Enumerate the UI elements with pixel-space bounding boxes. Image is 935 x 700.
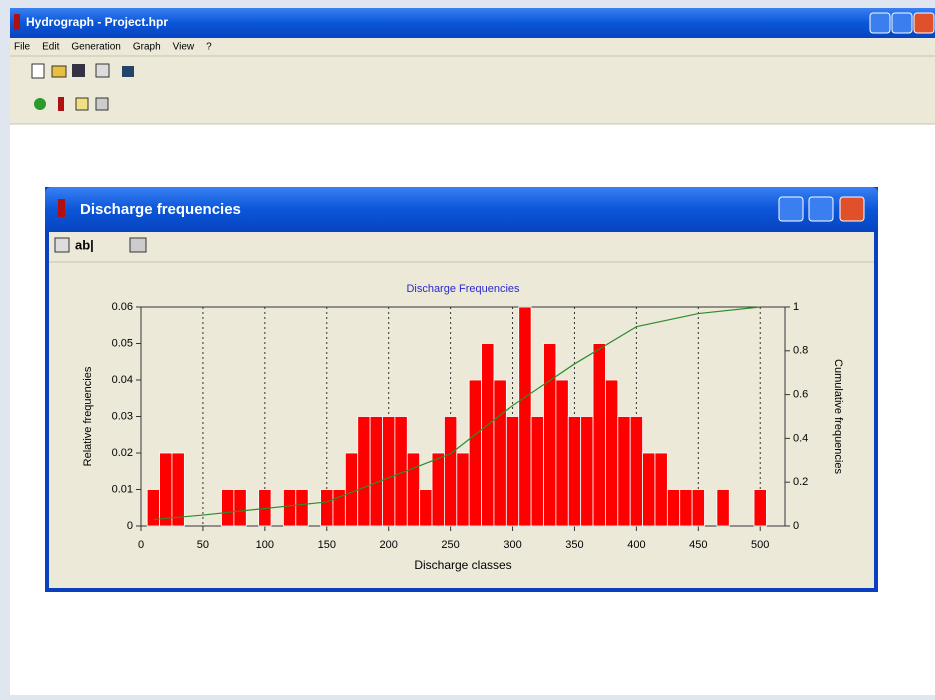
bar xyxy=(234,490,246,527)
x-tick-label: 50 xyxy=(197,539,209,551)
tool-button[interactable] xyxy=(58,97,64,111)
graph-button[interactable] xyxy=(122,66,134,77)
x-tick-label: 500 xyxy=(751,539,769,551)
bar xyxy=(494,380,506,526)
x-axis-label: Discharge classes xyxy=(414,558,511,572)
y-tick-label: 0.03 xyxy=(112,410,133,422)
bar xyxy=(531,417,543,527)
bar xyxy=(692,490,704,527)
bar xyxy=(358,417,370,527)
properties-button[interactable] xyxy=(96,64,109,77)
y2-tick-label: 0.6 xyxy=(793,389,808,401)
bar xyxy=(457,453,469,526)
open-button[interactable] xyxy=(52,66,66,77)
y2-tick-label: 1 xyxy=(793,301,799,313)
y-tick-label: 0.05 xyxy=(112,337,133,349)
bar xyxy=(643,453,655,526)
bar xyxy=(222,490,234,527)
save-button[interactable] xyxy=(72,64,85,77)
tool-button[interactable] xyxy=(34,98,46,110)
bar xyxy=(147,490,159,527)
y-tick-label: 0.04 xyxy=(112,374,133,386)
menu-item[interactable]: View xyxy=(173,42,195,53)
y-tick-label: 0.06 xyxy=(112,301,133,313)
screen: Hydrograph - Project.hpr File Edit Generat… xyxy=(0,0,935,695)
maximize-button[interactable] xyxy=(892,13,912,33)
menu-item[interactable]: ? xyxy=(206,42,212,53)
menu-item[interactable]: Edit xyxy=(42,42,59,53)
bar xyxy=(370,417,382,527)
minimize-button[interactable] xyxy=(779,197,803,221)
tool-button[interactable] xyxy=(96,98,108,110)
bar xyxy=(568,417,580,527)
bar xyxy=(506,417,518,527)
maximize-button[interactable] xyxy=(809,197,833,221)
menu-item[interactable]: Generation xyxy=(71,42,120,53)
y2-tick-label: 0.8 xyxy=(793,345,808,357)
app-icon xyxy=(14,14,20,30)
menu-item[interactable]: Graph xyxy=(133,42,161,53)
bar xyxy=(556,380,568,526)
bar xyxy=(655,453,667,526)
x-tick-label: 450 xyxy=(689,539,707,551)
menu-item[interactable]: File xyxy=(14,42,31,53)
close-button[interactable] xyxy=(840,197,864,221)
child-icon xyxy=(58,199,65,217)
close-button[interactable] xyxy=(914,13,934,33)
y2-axis-label: Cumulative frequencies xyxy=(832,359,844,474)
bar xyxy=(667,490,679,527)
bar xyxy=(283,490,295,527)
print-button[interactable] xyxy=(130,238,146,252)
bar xyxy=(593,344,605,527)
x-tick-label: 150 xyxy=(318,539,336,551)
bar xyxy=(172,453,184,526)
bar xyxy=(482,344,494,527)
x-tick-label: 400 xyxy=(627,539,645,551)
bar xyxy=(345,453,357,526)
child-title: Discharge frequencies xyxy=(80,201,241,218)
tool-button[interactable] xyxy=(76,98,88,110)
menu-bar: File Edit Generation Graph View? xyxy=(14,42,212,53)
bar xyxy=(321,490,333,527)
text-button[interactable]: ab| xyxy=(75,237,94,252)
x-tick-label: 250 xyxy=(441,539,459,551)
x-tick-label: 100 xyxy=(256,539,274,551)
y2-tick-label: 0.2 xyxy=(793,476,808,488)
new-button[interactable] xyxy=(32,64,44,78)
bar xyxy=(630,417,642,527)
bar xyxy=(605,380,617,526)
copy-button[interactable] xyxy=(55,238,69,252)
x-tick-label: 0 xyxy=(138,539,144,551)
bar xyxy=(444,417,456,527)
x-tick-label: 350 xyxy=(565,539,583,551)
bar xyxy=(581,417,593,527)
bar xyxy=(407,453,419,526)
y-tick-label: 0.01 xyxy=(112,483,133,495)
y2-tick-label: 0 xyxy=(793,520,799,532)
bar xyxy=(519,307,531,526)
chart-title: Discharge Frequencies xyxy=(406,283,520,295)
x-tick-label: 300 xyxy=(503,539,521,551)
bar xyxy=(420,490,432,527)
y-axis-label: Relative frequencies xyxy=(82,366,94,466)
bar xyxy=(469,380,481,526)
bar xyxy=(383,417,395,527)
window-title: Hydrograph - Project.hpr xyxy=(26,15,168,29)
bar xyxy=(754,490,766,527)
y2-tick-label: 0.4 xyxy=(793,432,808,444)
minimize-button[interactable] xyxy=(870,13,890,33)
bar xyxy=(618,417,630,527)
x-tick-label: 200 xyxy=(380,539,398,551)
bar xyxy=(160,453,172,526)
y-tick-label: 0.02 xyxy=(112,447,133,459)
bar xyxy=(680,490,692,527)
page: Hydrograph - Project.hpr File Edit Generat… xyxy=(0,0,935,695)
bar xyxy=(544,344,556,527)
bar xyxy=(296,490,308,527)
y-tick-label: 0 xyxy=(127,520,133,532)
bar xyxy=(717,490,729,527)
bar xyxy=(432,453,444,526)
